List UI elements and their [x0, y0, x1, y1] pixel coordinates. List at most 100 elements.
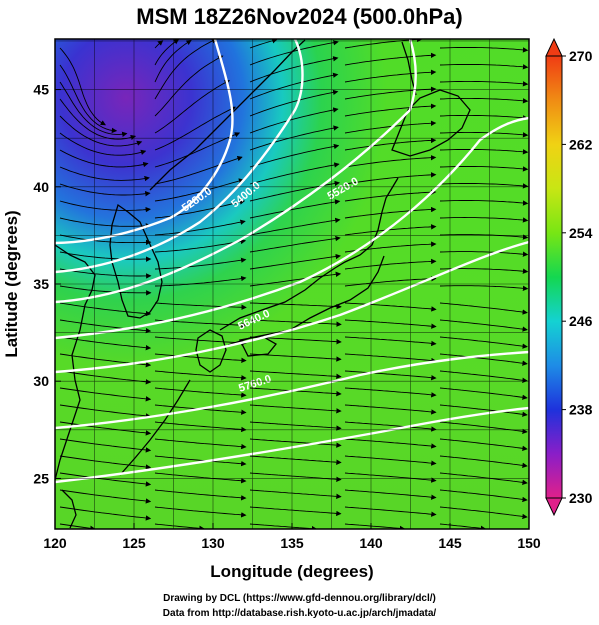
streamline — [154, 257, 247, 270]
streamline — [154, 506, 247, 518]
coastline-russia — [149, 39, 306, 191]
streamline — [439, 251, 529, 257]
geopotential-contours — [55, 39, 529, 484]
streamline — [439, 438, 528, 452]
streamline — [344, 258, 437, 270]
colorbar-body — [545, 55, 563, 499]
streamline — [59, 217, 152, 229]
streamline — [59, 319, 152, 334]
streamline — [344, 353, 437, 364]
streamline — [249, 89, 339, 117]
streamline — [344, 103, 437, 117]
streamline — [59, 268, 152, 279]
x-tick-label: 140 — [359, 535, 383, 551]
streamline — [154, 219, 246, 236]
streamline — [59, 370, 152, 385]
x-tick-label: 135 — [280, 535, 304, 551]
streamline — [154, 132, 241, 168]
contour-5760 — [55, 240, 529, 374]
credit-data: Data from http://database.rish.kyoto-u.a… — [162, 608, 437, 619]
streamline — [344, 421, 437, 432]
streamline — [439, 455, 528, 469]
streamline — [154, 353, 247, 364]
streamline — [59, 438, 152, 453]
streamline — [344, 387, 437, 398]
streamline — [249, 72, 339, 100]
streamline — [154, 39, 192, 83]
streamline — [154, 39, 218, 100]
streamline — [154, 336, 247, 346]
streamline — [344, 172, 437, 185]
streamline — [154, 387, 247, 398]
streamline — [249, 404, 342, 414]
contour-5400 — [55, 39, 304, 274]
streamline — [249, 421, 342, 431]
streamline — [59, 81, 128, 137]
streamline — [439, 404, 528, 417]
streamline — [154, 523, 205, 529]
streamline — [59, 234, 152, 246]
coastline-taiwan — [61, 489, 77, 529]
colorbar-top-arrow — [545, 37, 563, 57]
streamline — [439, 114, 529, 121]
streamline — [59, 404, 152, 419]
streamline — [439, 523, 487, 529]
streamline — [439, 472, 528, 486]
x-axis-label: Longitude (degrees) — [210, 562, 373, 581]
streamline — [59, 285, 152, 296]
y-tick-label: 45 — [33, 82, 49, 98]
streamline — [439, 506, 528, 520]
streamline — [154, 455, 247, 467]
streamline — [344, 404, 437, 415]
streamline — [154, 238, 247, 253]
coastline-kyushu — [195, 329, 227, 373]
streamline — [439, 319, 528, 332]
streamline — [154, 106, 237, 151]
streamline — [249, 162, 340, 185]
streamline — [249, 523, 318, 529]
streamline — [249, 107, 339, 134]
streamline — [59, 336, 152, 351]
streamline — [59, 132, 147, 156]
map-title: MSM 18Z26Nov2024 (500.0hPa) — [136, 4, 463, 29]
streamline — [59, 302, 152, 317]
streamline — [439, 97, 529, 104]
streamline — [439, 64, 529, 70]
streamline — [249, 370, 342, 380]
streamline — [439, 183, 529, 189]
streamline — [344, 69, 437, 83]
contour-5280 — [55, 39, 234, 245]
streamline — [344, 302, 437, 312]
coastline-shikoku — [239, 335, 277, 357]
streamline — [344, 189, 437, 202]
coastline-korea — [109, 203, 163, 319]
y-tick-label: 25 — [33, 470, 49, 486]
streamline — [439, 302, 528, 315]
streamline — [59, 421, 152, 436]
contour-6000 — [55, 406, 529, 484]
streamline — [154, 370, 247, 381]
streamline — [439, 131, 529, 138]
streamline — [344, 52, 437, 66]
colorbar-tick-label: 270 — [569, 48, 593, 64]
streamline — [344, 489, 437, 500]
x-tick-label: 130 — [201, 535, 225, 551]
colorbar: 270 262 254 246 238 230 — [545, 37, 593, 517]
colorbar-tick-label: 230 — [569, 490, 593, 506]
wind-streamlines — [59, 39, 529, 529]
streamline — [154, 156, 243, 185]
streamline — [344, 370, 437, 381]
streamline — [154, 472, 247, 484]
streamline — [344, 224, 437, 236]
streamline — [249, 199, 341, 219]
streamline — [59, 64, 118, 134]
streamline — [154, 55, 224, 117]
streamline — [344, 206, 437, 219]
streamline — [439, 200, 529, 206]
streamline — [59, 489, 152, 504]
credit-drawing: Drawing by DCL (https://www.gfd-dennou.o… — [163, 593, 436, 604]
streamline — [439, 148, 529, 155]
streamline — [344, 120, 437, 134]
y-tick-label: 40 — [33, 179, 49, 195]
